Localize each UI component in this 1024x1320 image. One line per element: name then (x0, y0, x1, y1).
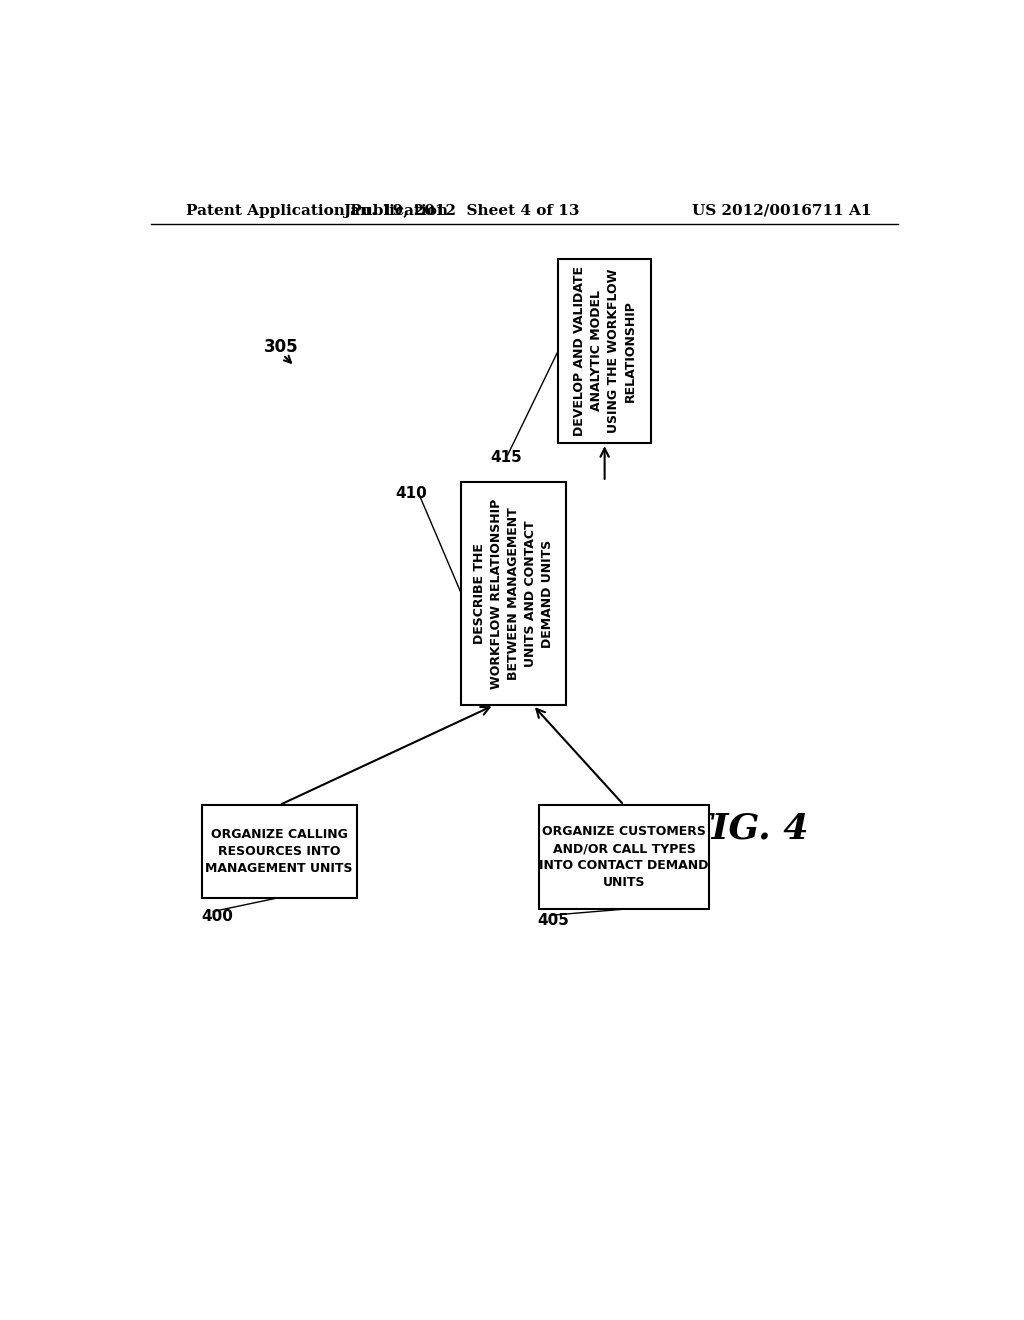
Text: ORGANIZE CUSTOMERS
AND/OR CALL TYPES
INTO CONTACT DEMAND
UNITS: ORGANIZE CUSTOMERS AND/OR CALL TYPES INT… (540, 825, 709, 890)
Text: US 2012/0016711 A1: US 2012/0016711 A1 (692, 203, 872, 218)
Bar (539, 805, 710, 909)
Text: 410: 410 (395, 486, 427, 500)
Text: FIG. 4: FIG. 4 (687, 812, 809, 845)
Text: Patent Application Publication: Patent Application Publication (186, 203, 449, 218)
Text: 400: 400 (202, 909, 233, 924)
Bar (558, 259, 651, 444)
Text: DESCRIBE THE
WORKFLOW RELATIONSHIP
BETWEEN MANAGEMENT
UNITS AND CONTACT
DEMAND U: DESCRIBE THE WORKFLOW RELATIONSHIP BETWE… (473, 499, 554, 689)
Bar (202, 805, 356, 898)
Text: ORGANIZE CALLING
RESOURCES INTO
MANAGEMENT UNITS: ORGANIZE CALLING RESOURCES INTO MANAGEME… (206, 828, 353, 875)
Text: Jan. 19, 2012  Sheet 4 of 13: Jan. 19, 2012 Sheet 4 of 13 (343, 203, 580, 218)
Text: DEVELOP AND VALIDATE
ANALYTIC MODEL
USING THE WORKFLOW
RELATIONSHIP: DEVELOP AND VALIDATE ANALYTIC MODEL USIN… (572, 265, 637, 436)
Bar (461, 482, 566, 705)
Text: 405: 405 (538, 913, 569, 928)
Text: 305: 305 (263, 338, 298, 356)
Text: 415: 415 (490, 450, 522, 465)
